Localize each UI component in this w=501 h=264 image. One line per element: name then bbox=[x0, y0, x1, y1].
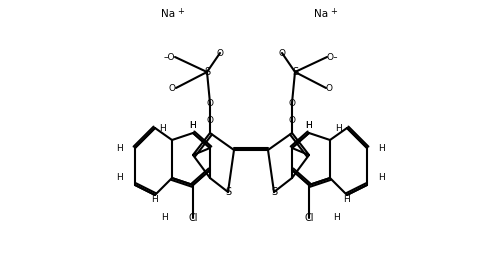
Text: Na: Na bbox=[313, 9, 327, 19]
Text: S: S bbox=[292, 67, 298, 77]
Text: H: H bbox=[151, 196, 158, 205]
Text: O: O bbox=[288, 98, 295, 107]
Text: H: H bbox=[333, 214, 340, 223]
Text: O: O bbox=[288, 116, 295, 125]
Text: S: S bbox=[224, 187, 230, 197]
Text: O: O bbox=[206, 98, 213, 107]
Text: H: H bbox=[305, 120, 312, 130]
Text: O: O bbox=[278, 49, 285, 58]
Text: H: H bbox=[378, 173, 385, 182]
Text: +: + bbox=[177, 7, 183, 16]
Text: O–: O– bbox=[326, 53, 338, 62]
Text: H: H bbox=[189, 120, 196, 130]
Text: O: O bbox=[325, 83, 332, 92]
Text: O: O bbox=[206, 116, 213, 125]
Text: H: H bbox=[159, 124, 166, 133]
Text: Na: Na bbox=[160, 9, 175, 19]
Text: H: H bbox=[189, 120, 196, 130]
Text: H: H bbox=[305, 120, 312, 130]
Text: O: O bbox=[169, 83, 176, 92]
Text: H: H bbox=[161, 214, 168, 223]
Text: –O: –O bbox=[163, 53, 175, 62]
Text: H: H bbox=[335, 124, 342, 133]
Text: H: H bbox=[378, 144, 385, 153]
Text: O: O bbox=[216, 49, 223, 58]
Text: H: H bbox=[343, 196, 350, 205]
Text: Cl: Cl bbox=[304, 213, 313, 223]
Text: S: S bbox=[203, 67, 209, 77]
Text: S: S bbox=[271, 187, 277, 197]
Text: Cl: Cl bbox=[188, 213, 197, 223]
Text: H: H bbox=[116, 173, 123, 182]
Text: H: H bbox=[116, 144, 123, 153]
Text: +: + bbox=[329, 7, 336, 16]
